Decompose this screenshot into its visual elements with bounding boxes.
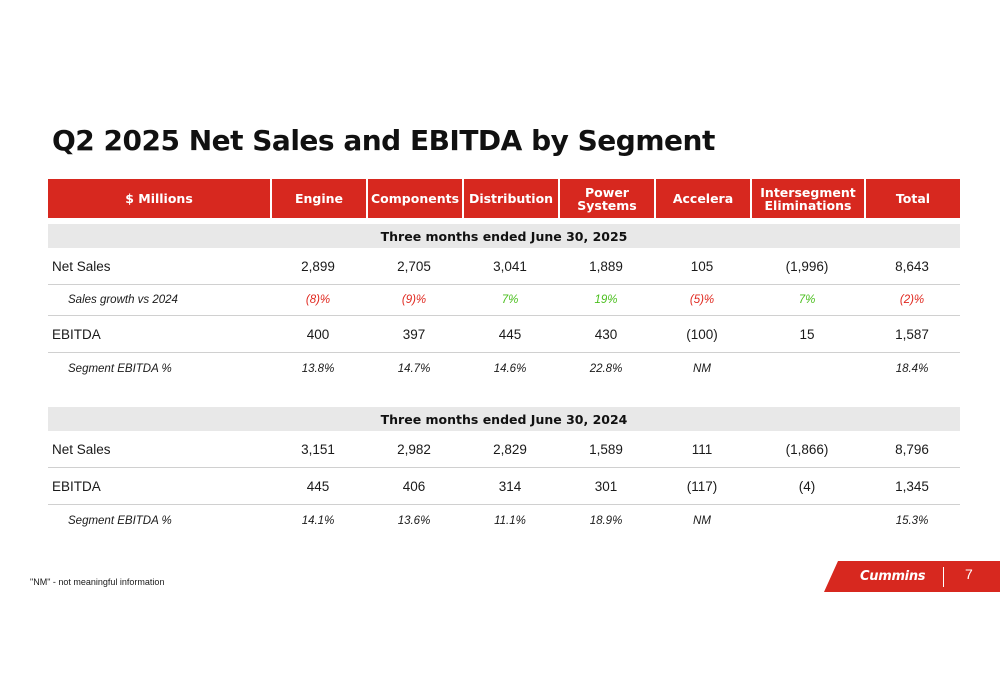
cell-distribution: 3,041	[493, 258, 527, 274]
cell-power-systems: 301	[594, 478, 618, 494]
cell-components: 2,705	[397, 258, 431, 274]
table-row: Net Sales 3,151 2,982 2,829 1,589 111 (1…	[48, 431, 960, 468]
cell-accelera: (100)	[686, 326, 718, 342]
row-label: Net Sales	[52, 258, 111, 274]
cell-distribution: 14.6%	[493, 362, 527, 375]
cell-distribution: 11.1%	[494, 514, 526, 527]
cell-accelera: NM	[693, 514, 711, 527]
row-label: Sales growth vs 2024	[68, 294, 178, 306]
footnote: "NM" - not meaningful information	[30, 577, 165, 587]
cell-intersegment: (1,866)	[785, 441, 829, 457]
cell-power-systems: 19%	[594, 294, 618, 306]
cell-components: 406	[402, 478, 426, 494]
table-row: EBITDA 445 406 314 301 (117) (4) 1,345	[48, 468, 960, 505]
cell-components: 2,982	[397, 441, 431, 457]
cell-engine: 400	[306, 326, 330, 342]
brand-divider	[943, 567, 944, 587]
cell-intersegment: 7%	[798, 294, 816, 306]
cell-total: 8,796	[895, 441, 929, 457]
cell-engine: 14.1%	[301, 514, 335, 527]
header-accelera: Accelera	[654, 179, 750, 218]
cell-accelera: 105	[690, 258, 714, 274]
cell-components: (9)%	[401, 294, 427, 306]
page-title: Q2 2025 Net Sales and EBITDA by Segment	[52, 124, 715, 157]
cell-engine: 445	[306, 478, 330, 494]
segment-table: $ Millions Engine Components Distributio…	[48, 179, 960, 536]
cell-intersegment: (1,996)	[785, 258, 829, 274]
cell-distribution: 7%	[501, 294, 519, 306]
header-millions: $ Millions	[48, 179, 270, 218]
cell-power-systems: 1,889	[589, 258, 623, 274]
cell-accelera: (5)%	[689, 294, 715, 306]
cell-total: (2)%	[899, 294, 925, 306]
cell-distribution: 2,829	[493, 441, 527, 457]
header-total: Total	[864, 179, 960, 218]
cell-intersegment: 15	[799, 326, 815, 342]
cell-distribution: 445	[498, 326, 522, 342]
row-label: Net Sales	[52, 441, 111, 457]
cell-engine: (8)%	[305, 294, 331, 306]
cell-engine: 3,151	[301, 441, 335, 457]
cell-components: 13.6%	[397, 514, 431, 527]
section-heading-2025: Three months ended June 30, 2025	[48, 224, 960, 248]
cell-total: 1,587	[895, 326, 929, 342]
cell-power-systems: 1,589	[589, 441, 623, 457]
cell-total: 15.3%	[895, 514, 929, 527]
cell-power-systems: 430	[594, 326, 618, 342]
cell-accelera: NM	[693, 362, 711, 375]
brand-bar	[824, 561, 1000, 592]
cell-total: 8,643	[895, 258, 929, 274]
row-label: Segment EBITDA %	[68, 362, 172, 375]
cell-power-systems: 22.8%	[589, 362, 623, 375]
table-row: Sales growth vs 2024 (8)% (9)% 7% 19% (5…	[48, 285, 960, 316]
table-header-row: $ Millions Engine Components Distributio…	[48, 179, 960, 218]
header-distribution: Distribution	[462, 179, 558, 218]
table-row: EBITDA 400 397 445 430 (100) 15 1,587	[48, 316, 960, 353]
row-label: Segment EBITDA %	[68, 514, 172, 527]
cell-engine: 2,899	[301, 258, 335, 274]
header-components: Components	[366, 179, 462, 218]
header-intersegment-eliminations: Intersegment Eliminations	[750, 179, 864, 218]
cell-distribution: 314	[498, 478, 522, 494]
row-label: EBITDA	[52, 326, 101, 342]
row-label: EBITDA	[52, 478, 101, 494]
header-power-systems: Power Systems	[558, 179, 654, 218]
cell-components: 14.7%	[397, 362, 431, 375]
cell-accelera: (117)	[686, 478, 718, 494]
header-engine: Engine	[270, 179, 366, 218]
cell-intersegment: (4)	[798, 478, 816, 494]
table-row: Segment EBITDA % 13.8% 14.7% 14.6% 22.8%…	[48, 353, 960, 384]
section-heading-2024: Three months ended June 30, 2024	[48, 407, 960, 431]
cell-accelera: 111	[691, 441, 713, 457]
cummins-logo: Cummins	[860, 569, 926, 584]
table-row: Net Sales 2,899 2,705 3,041 1,889 105 (1…	[48, 248, 960, 285]
cell-total: 18.4%	[895, 362, 929, 375]
page-number: 7	[965, 566, 973, 582]
cell-engine: 13.8%	[301, 362, 335, 375]
cell-components: 397	[402, 326, 426, 342]
table-row: Segment EBITDA % 14.1% 13.6% 11.1% 18.9%…	[48, 505, 960, 536]
cell-total: 1,345	[895, 478, 929, 494]
cell-power-systems: 18.9%	[589, 514, 623, 527]
